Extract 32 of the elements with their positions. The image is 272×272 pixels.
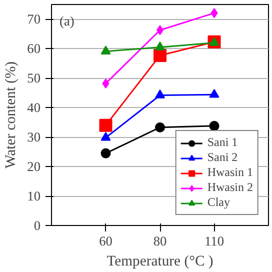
legend-label: Sani 1: [207, 135, 238, 150]
point: [209, 88, 220, 98]
point: [209, 37, 220, 46]
annotation: (a): [60, 14, 74, 28]
x-axis-title: Temperature (°C ): [106, 254, 214, 270]
point: [100, 132, 111, 141]
point: [155, 122, 165, 132]
point: [99, 118, 112, 132]
x-tick-label: 110: [204, 234, 224, 248]
y-tick-label: 30: [27, 130, 41, 145]
y-tick-label: 0: [34, 218, 41, 233]
y-axis-title: Water content (%): [3, 61, 20, 169]
legend-label: Clay: [207, 195, 230, 210]
y-tick-label: 10: [27, 188, 41, 204]
y-tick-label: 40: [27, 100, 41, 116]
legend-label: Sani 2: [207, 150, 238, 165]
point: [210, 8, 218, 18]
point: [102, 78, 110, 88]
point: [154, 48, 166, 62]
x-tick-label: 60: [99, 234, 113, 248]
x-tick-label: 80: [153, 234, 167, 248]
point: [100, 46, 111, 54]
y-tick-label: 20: [27, 159, 41, 174]
legend-label: Hwasin 1: [207, 165, 253, 180]
y-tick-label: 70: [27, 12, 41, 27]
point: [155, 90, 165, 98]
y-tick-label: 60: [27, 41, 41, 56]
point: [155, 42, 165, 50]
legend-label: Hwasin 2: [207, 180, 253, 195]
y-tick-label: 50: [27, 70, 41, 86]
point: [209, 120, 220, 131]
point: [100, 148, 111, 158]
